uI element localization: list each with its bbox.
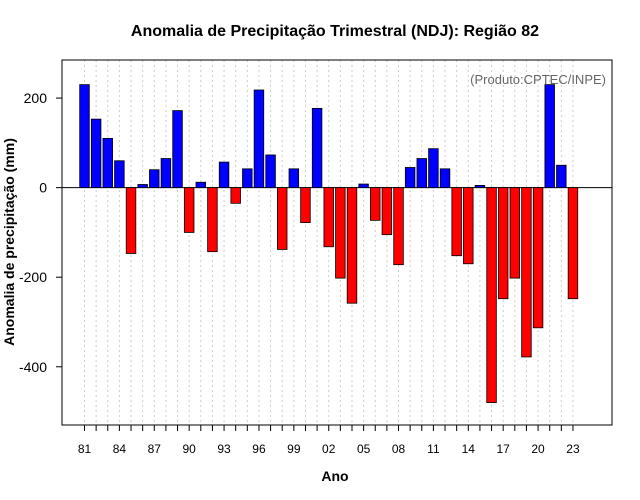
y-tick-label: 200: [24, 90, 48, 106]
x-tick-label: 87: [148, 442, 162, 456]
x-tick-label: 90: [182, 442, 196, 456]
bar: [370, 187, 381, 221]
bar: [125, 187, 137, 254]
source-annotation: (Produto:CPTEC/INPE): [470, 72, 606, 87]
x-tick-label: 17: [497, 442, 511, 456]
x-tick-label: 93: [217, 442, 231, 456]
bar: [404, 167, 416, 189]
bar: [102, 137, 113, 189]
bars: [79, 84, 579, 404]
x-tick-label: 14: [462, 442, 476, 456]
x-tick-label: 20: [531, 442, 545, 456]
chart-title: Anomalia de Precipitação Trimestral (NDJ…: [131, 23, 539, 40]
bar: [335, 187, 346, 279]
bar: [463, 187, 474, 265]
bar: [486, 187, 497, 404]
x-tick-label: 05: [357, 442, 371, 456]
bar: [160, 158, 172, 189]
bar: [474, 184, 486, 189]
bar: [300, 187, 311, 223]
x-tick-label: 81: [78, 442, 92, 456]
bar: [79, 84, 90, 189]
x-axis-label: Ano: [321, 468, 348, 484]
bar: [567, 187, 579, 300]
bar: [277, 187, 288, 250]
bar: [149, 169, 160, 189]
y-axis: 200 0 -200 -400: [19, 90, 62, 375]
bar: [544, 84, 555, 189]
y-axis-label: Anomalia de precipitação (mm): [1, 138, 17, 346]
bar: [509, 187, 521, 279]
bar: [230, 187, 241, 204]
x-tick-label: 99: [287, 442, 301, 456]
bar: [242, 168, 253, 189]
bar: [218, 161, 230, 189]
x-tick-label: 23: [566, 442, 580, 456]
bar: [416, 158, 427, 189]
bar: [521, 187, 532, 358]
bar: [288, 168, 300, 189]
x-tick-label: 84: [113, 442, 127, 456]
x-axis: 81 84 87 90 93 96 99 02 05 08 11 14 17 20 23: [78, 425, 580, 456]
bar: [381, 187, 393, 236]
bar: [172, 110, 183, 189]
bar: [90, 118, 102, 189]
bar: [346, 187, 358, 304]
bar: [183, 187, 195, 233]
bar: [195, 181, 207, 189]
x-tick-label: 08: [392, 442, 406, 456]
x-tick-label: 02: [322, 442, 336, 456]
bar: [253, 89, 265, 189]
bar: [311, 107, 323, 189]
bar: [137, 184, 148, 189]
y-tick-label: 0: [39, 180, 47, 196]
bar: [439, 168, 451, 189]
bar: [451, 187, 462, 257]
bar: [207, 187, 218, 253]
bar: [114, 160, 125, 189]
bar: [556, 164, 567, 189]
y-tick-label: -400: [19, 359, 47, 375]
bar: [323, 187, 334, 248]
plot-frame: [61, 59, 613, 426]
bar: [497, 187, 509, 300]
y-tick-label: -200: [19, 269, 47, 285]
bar: [358, 183, 369, 189]
bar: [265, 154, 276, 189]
bar: [393, 187, 404, 266]
bar: [428, 148, 439, 189]
bar: [532, 187, 544, 329]
x-tick-label: 11: [427, 442, 440, 456]
x-tick-label: 96: [252, 442, 266, 456]
